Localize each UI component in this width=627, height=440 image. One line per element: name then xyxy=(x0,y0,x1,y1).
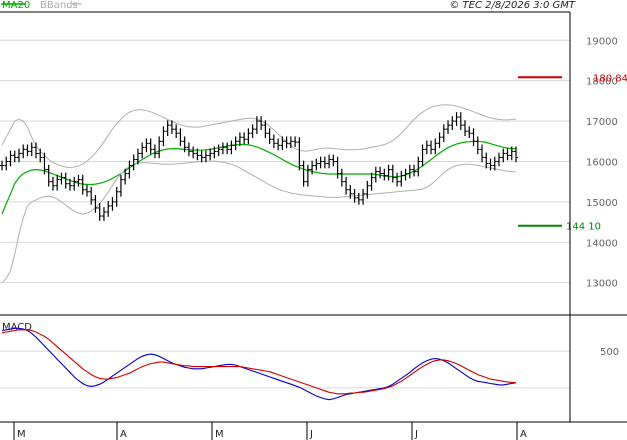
price-bars xyxy=(0,112,518,221)
macd-macd-line xyxy=(1,327,517,401)
price-tick-label: 17000 xyxy=(586,117,618,128)
price-tick-label: 14000 xyxy=(586,238,618,249)
price-tick-label: 19000 xyxy=(586,36,618,47)
macd-title: MACD xyxy=(2,322,32,333)
price-tick-label: 18000 xyxy=(586,77,618,88)
support-level-label: 144 10 xyxy=(566,222,601,233)
x-tick-label: J xyxy=(414,429,418,440)
x-tick-label: M xyxy=(17,429,26,440)
x-tick-label: J xyxy=(309,429,313,440)
ma20-line xyxy=(1,140,516,215)
macd-signal-line xyxy=(1,329,517,395)
macd-panel: 500 MACD xyxy=(0,322,619,401)
copyright-label: © TEC 2/8/2026 3:0 GMT xyxy=(449,0,576,11)
bb-lower-line xyxy=(1,160,517,284)
price-tick-label: 13000 xyxy=(586,279,618,290)
bbands-legend-label: BBands xyxy=(40,0,78,11)
bb-upper-line xyxy=(1,104,517,169)
price-tick-label: 16000 xyxy=(586,157,618,168)
x-tick-label: A xyxy=(120,429,127,440)
macd-tick-label: 500 xyxy=(600,347,619,358)
x-tick-label: M xyxy=(215,429,224,440)
ma20-legend-label: MA20 xyxy=(2,0,30,11)
x-tick-label: A xyxy=(520,429,527,440)
price-panel: 19000 18000 17000 16000 15000 14000 13000 180 8… xyxy=(0,36,627,290)
resistance-level-label: 180 84 xyxy=(593,73,627,84)
price-tick-label: 15000 xyxy=(586,198,618,209)
